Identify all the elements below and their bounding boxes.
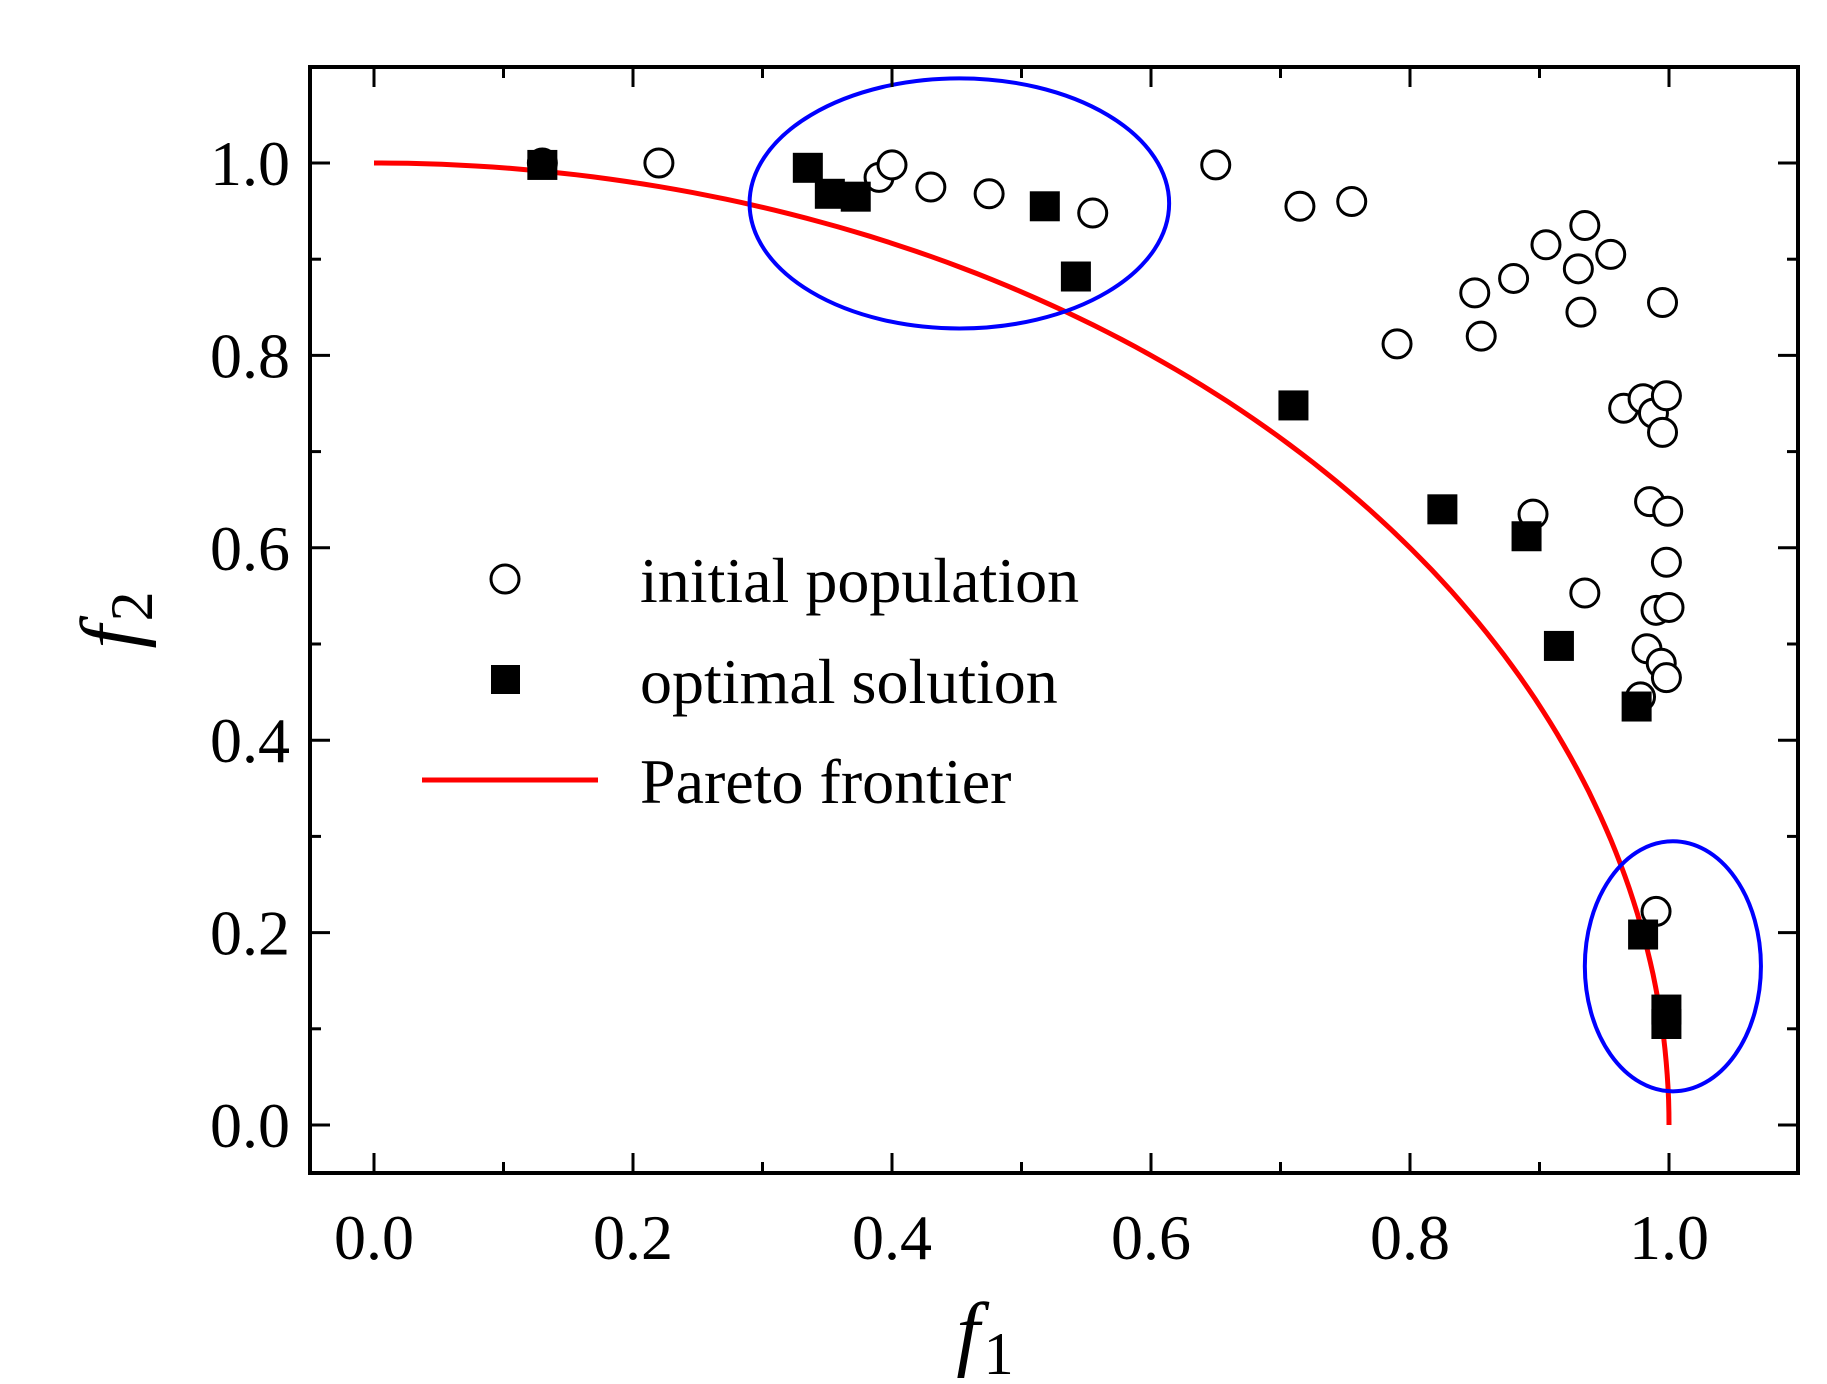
x-axis-label: f1 <box>956 1286 1013 1384</box>
optimal-solution-point <box>527 149 558 180</box>
legend-filled-square-marker <box>491 665 520 694</box>
initial-population-point <box>1381 328 1413 360</box>
initial-population-point <box>1498 262 1530 294</box>
initial-population-point <box>1565 296 1597 328</box>
x-axis-label-subscript: 1 <box>984 1321 1014 1384</box>
y-tick-label: 0.4 <box>210 705 290 776</box>
legend-label-optimal-solution: optimal solution <box>640 646 1058 717</box>
initial-population-point <box>1647 286 1679 318</box>
highlight-ellipse <box>747 76 1172 331</box>
legend: initial population optimal solution Pare… <box>422 545 1079 817</box>
optimal-solution-point <box>1427 494 1458 525</box>
optimal-solution-point <box>1278 390 1309 421</box>
optimal-solution-point <box>1621 691 1652 722</box>
optimal-solution-point <box>814 178 845 209</box>
optimal-solution-point <box>1511 521 1542 552</box>
data-points-layer <box>526 147 1685 1039</box>
optimal-solution-point <box>1060 261 1091 292</box>
y-tick-label: 0.8 <box>210 320 290 391</box>
initial-population-point <box>1650 662 1682 694</box>
optimal-solution-point <box>840 181 871 212</box>
initial-population-point <box>876 149 908 181</box>
pareto-frontier-line <box>373 160 1672 1126</box>
initial-population-point <box>1200 149 1232 181</box>
y-tick-label: 1.0 <box>210 128 290 199</box>
initial-population-point <box>1569 577 1601 609</box>
x-tick-label: 0.0 <box>334 1202 414 1273</box>
legend-label-initial-population: initial population <box>640 545 1079 616</box>
initial-population-point <box>1569 210 1601 242</box>
optimal-solution-point <box>1029 191 1060 222</box>
x-tick-label: 1.0 <box>1629 1202 1709 1273</box>
x-tick-label: 0.2 <box>593 1202 673 1273</box>
initial-population-point <box>915 171 947 203</box>
x-tick-label: 0.4 <box>852 1202 932 1273</box>
axes-layer: 0.0 0.2 0.4 0.6 0.8 1.0 0.0 0.2 0.4 0.6 0.8 1.0 <box>210 65 1800 1273</box>
y-tick-label: 0.0 <box>210 1090 290 1161</box>
initial-population-point <box>1077 197 1109 229</box>
initial-population-point <box>1562 253 1594 285</box>
initial-population-point <box>643 147 675 179</box>
y-tick-label: 0.6 <box>210 513 290 584</box>
initial-population-point <box>1465 320 1497 352</box>
highlight-ellipses-layer <box>747 76 1763 1094</box>
legend-open-circle-marker <box>489 563 521 595</box>
initial-population-point <box>1459 277 1491 309</box>
highlight-ellipse <box>1582 839 1763 1094</box>
y-tick-label: 0.2 <box>210 898 290 969</box>
initial-population-point <box>1650 546 1682 578</box>
y-axis-label-subscript: 2 <box>99 591 165 621</box>
initial-population-point <box>1595 238 1627 270</box>
optimal-solution-point <box>1651 1008 1682 1039</box>
optimal-solution-point <box>792 152 823 183</box>
pareto-frontier-layer <box>373 160 1672 1126</box>
initial-population-point <box>1650 380 1682 412</box>
initial-population-point <box>1647 416 1679 448</box>
optimal-solution-point <box>1628 919 1659 950</box>
initial-population-point <box>1653 591 1685 623</box>
x-tick-label: 0.8 <box>1370 1202 1450 1273</box>
initial-population-point <box>1336 185 1368 217</box>
y-axis-label: f2 <box>64 591 165 648</box>
legend-label-pareto-frontier: Pareto frontier <box>640 746 1011 817</box>
initial-population-point <box>1652 495 1684 527</box>
x-tick-label: 0.6 <box>1111 1202 1191 1273</box>
initial-population-point <box>1284 190 1316 222</box>
initial-population-point <box>1530 229 1562 261</box>
optimal-solution-point <box>1543 630 1574 661</box>
initial-population-point <box>973 178 1005 210</box>
plot-frame <box>308 65 1800 1175</box>
